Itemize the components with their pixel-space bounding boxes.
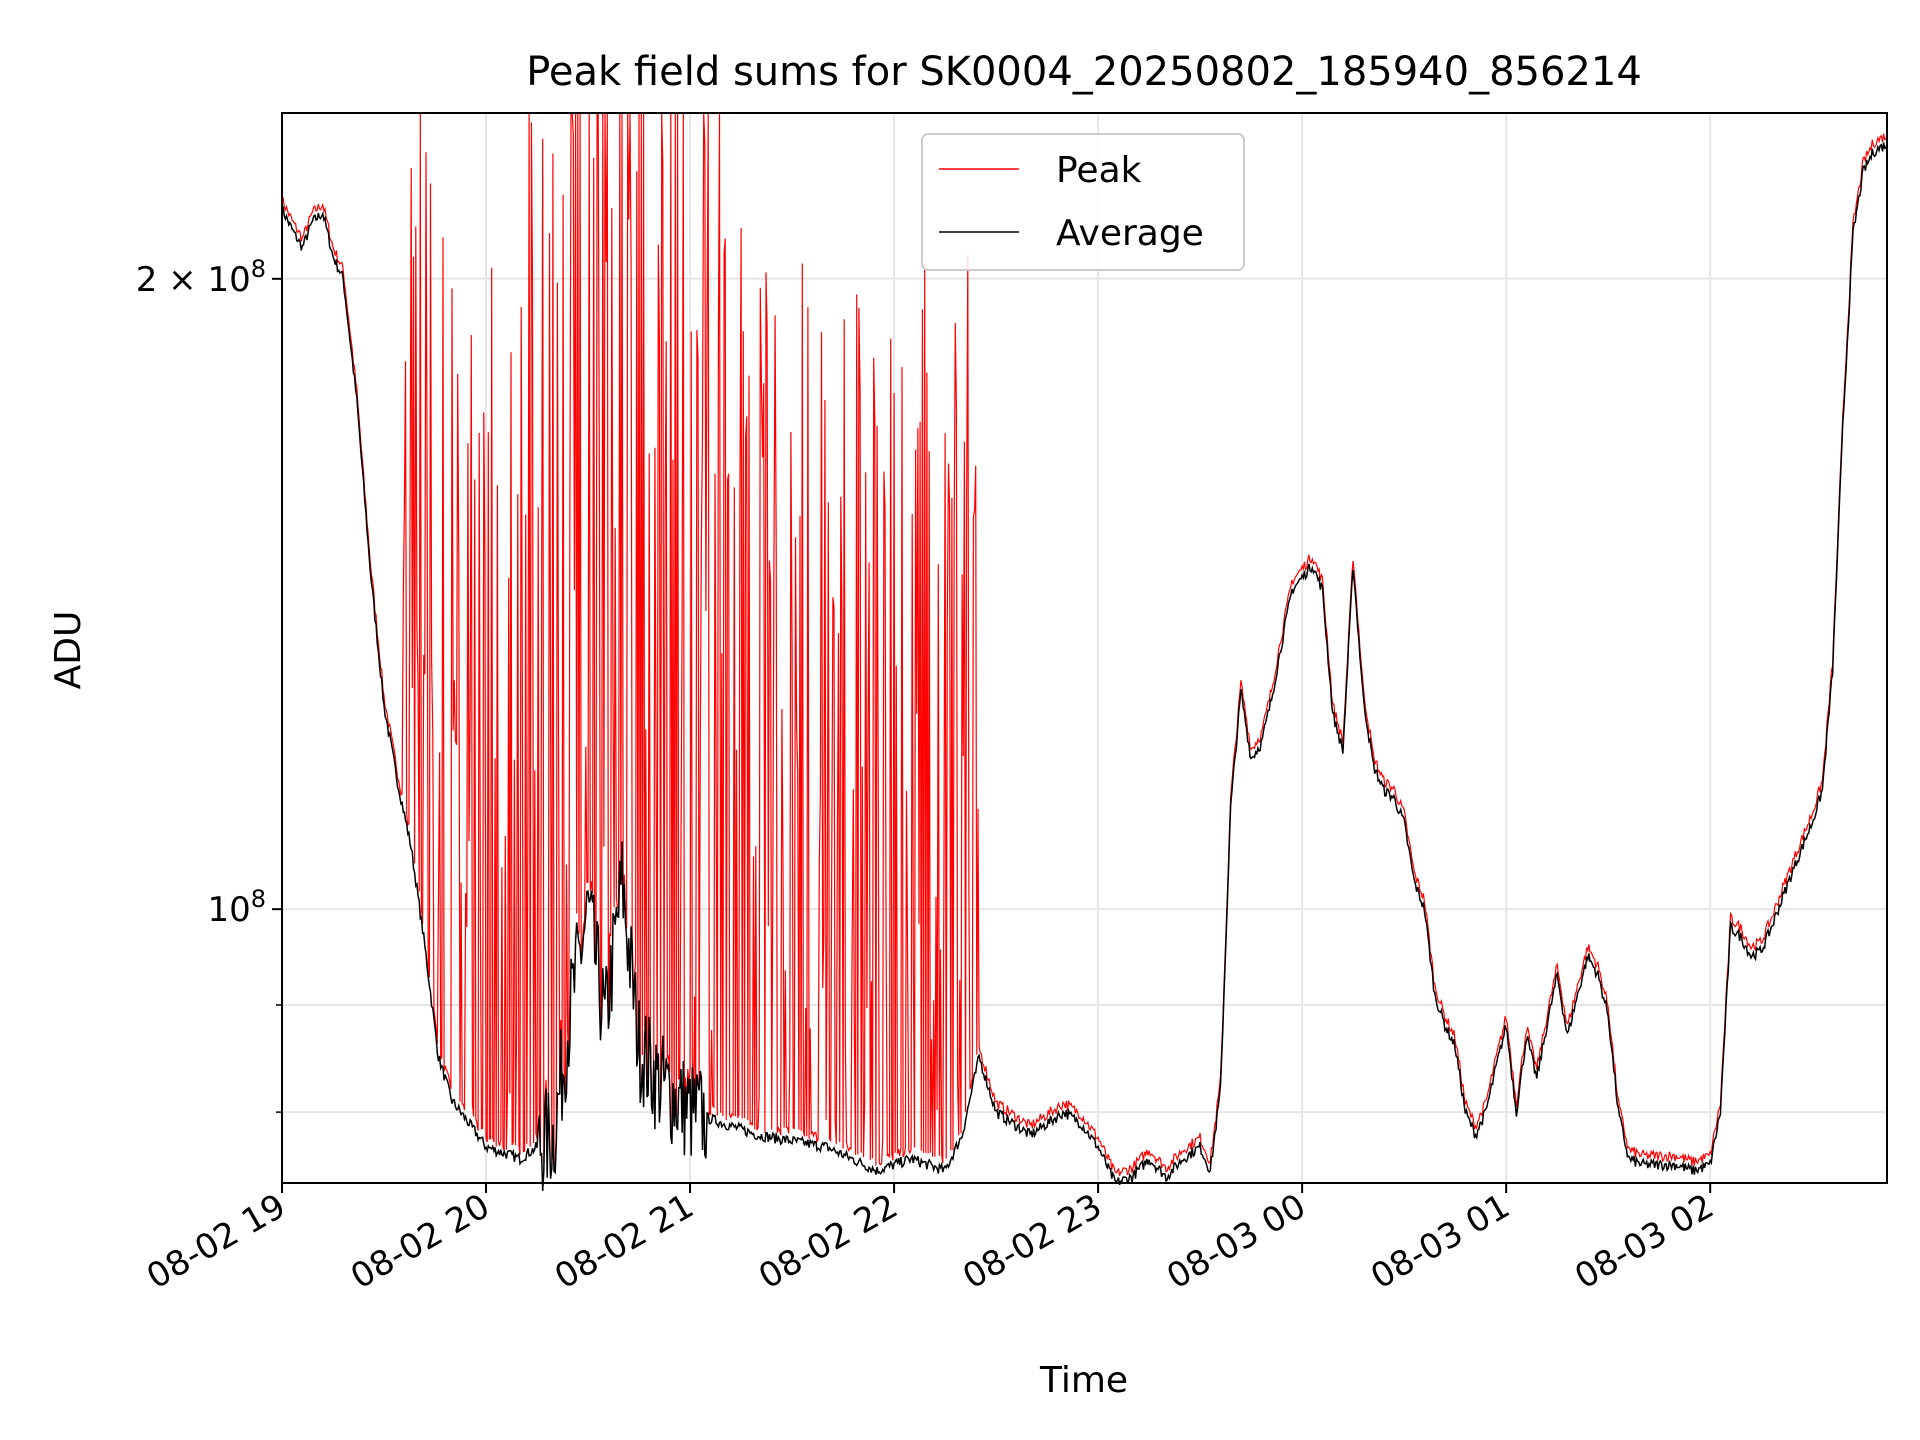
y-tick-label: 108	[207, 885, 266, 930]
average-series-line	[281, 142, 1888, 1191]
legend-box	[921, 133, 1245, 271]
y-tick-label: 2 × 108	[136, 255, 266, 300]
x-axis-label: Time	[1039, 1360, 1128, 1401]
plot-area	[281, 112, 1888, 1191]
y-axis-label: ADU	[48, 611, 89, 690]
peak-series-line	[281, 112, 1888, 1176]
legend-peak-label: Peak	[1056, 150, 1142, 191]
legend: Peak Average	[921, 133, 1245, 271]
legend-average-label: Average	[1056, 213, 1204, 254]
axes-frame	[281, 112, 1888, 1184]
chart-title: Peak field sums for SK0004_20250802_1859…	[526, 49, 1642, 95]
